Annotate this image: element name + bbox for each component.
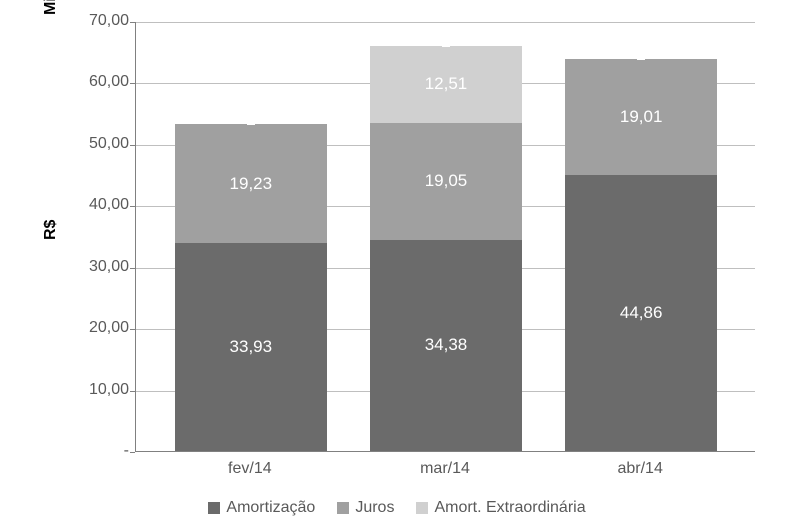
legend-item: Amortização [208,499,315,517]
legend: Amortização Juros Amort. Extraordinária [0,499,794,517]
bar-segment: 19,23 [175,124,327,242]
legend-swatch [208,502,220,514]
legend-item: Amort. Extraordinária [416,499,585,517]
xtick-label: mar/14 [395,460,495,478]
bar-segment: 19,01 [565,59,717,176]
bar-segment: 44,86 [565,175,717,451]
bar-value-label: 19,01 [620,107,663,127]
ytick-label: 50,00 [74,135,129,153]
y-axis-label-milhares: Milhares [42,0,60,15]
bar-cap [442,45,450,47]
ytick-label: - [74,442,129,460]
ytick-label: 40,00 [74,196,129,214]
ytick-mark [130,145,135,146]
ytick-mark [130,22,135,23]
bar-value-label: 33,93 [230,337,273,357]
legend-label: Juros [355,499,394,517]
ytick-label: 20,00 [74,319,129,337]
legend-swatch [337,502,349,514]
ytick-label: 70,00 [74,12,129,30]
bar-segment: 34,38 [370,240,522,451]
bar-value-label: 34,38 [425,335,468,355]
bar-value-label: 44,86 [620,303,663,323]
bar-value-label: 19,23 [230,174,273,194]
ytick-label: 10,00 [74,381,129,399]
plot-area: 33,93 19,23 34,38 19,05 12,51 44,86 19,01 [135,22,755,452]
gridline [136,22,755,23]
xtick-label: fev/14 [200,460,300,478]
xtick-label: abr/14 [590,460,690,478]
legend-label: Amortização [226,499,315,517]
chart-container: Milhares R$ 33,93 19,23 34,38 19,05 12,51 44,… [0,0,794,527]
ytick-mark [130,83,135,84]
ytick-mark [130,206,135,207]
ytick-mark [130,329,135,330]
ytick-mark [130,391,135,392]
legend-label: Amort. Extraordinária [434,499,585,517]
ytick-label: 60,00 [74,73,129,91]
legend-swatch [416,502,428,514]
y-axis-label-rs: R$ [42,220,60,240]
bar-value-label: 12,51 [425,74,468,94]
bar-segment: 12,51 [370,46,522,123]
legend-item: Juros [337,499,394,517]
ytick-label: 30,00 [74,258,129,276]
ytick-mark [130,268,135,269]
ytick-mark [130,452,135,453]
bar-segment: 33,93 [175,243,327,451]
bar-segment: 19,05 [370,123,522,240]
bar-cap [637,58,645,60]
bar-value-label: 19,05 [425,171,468,191]
bar-cap [247,123,255,125]
